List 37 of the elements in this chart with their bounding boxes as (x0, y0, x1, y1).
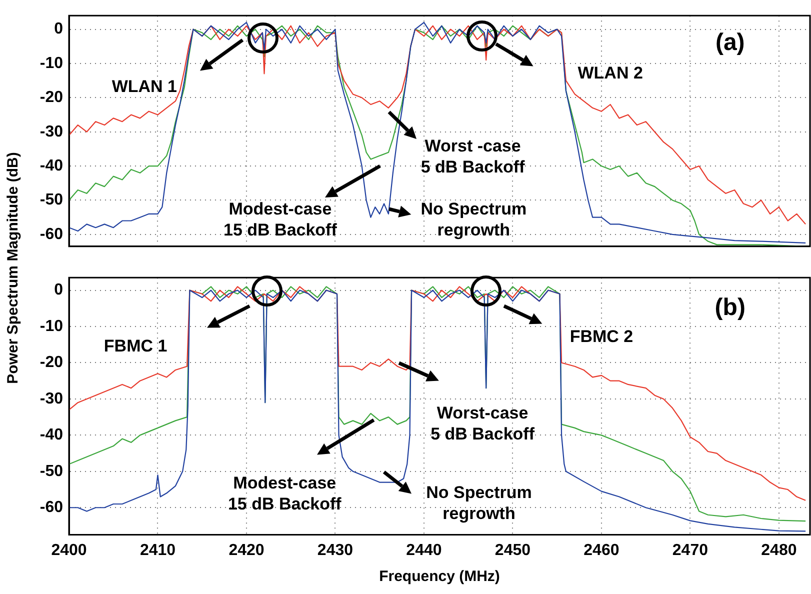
x-tick-label: 2430 (317, 542, 354, 559)
annotation: WLAN 1 (112, 77, 178, 96)
y-tick-label: -60 (40, 226, 64, 243)
y-tick-label: -40 (40, 157, 64, 174)
y-tick-label: -10 (40, 318, 64, 335)
annotation: FBMC 1 (104, 336, 168, 356)
x-tick-label: 2400 (51, 542, 87, 559)
y-tick-label: -40 (40, 426, 64, 444)
y-tick-label: 0 (54, 282, 64, 299)
x-axis-title: Frequency (MHz) (379, 568, 500, 586)
annotation: Worst -case 5 dB Backoff (420, 136, 526, 177)
y-tick-label: -50 (40, 462, 64, 480)
x-tick-label: 2460 (584, 542, 620, 559)
y-tick-label: -30 (40, 390, 64, 408)
y-tick-label: -30 (40, 123, 64, 140)
x-tick-label: 2420 (228, 542, 264, 559)
annotation: No Spectrum regrowth (420, 199, 527, 240)
x-tick-label: 2410 (140, 542, 176, 559)
y-tick-label: -10 (40, 54, 64, 72)
y-axis-title: Power Spectrum Magnitude (dB) (4, 152, 22, 384)
y-tick-label: 0 (54, 20, 64, 38)
y-tick-label: -50 (40, 192, 64, 209)
y-tick-label: -60 (40, 499, 64, 516)
annotation: (a) (715, 28, 745, 56)
annotation: No Spectrum regrowth (426, 483, 532, 524)
x-tick-label: 2480 (761, 542, 797, 559)
annotation: WLAN 2 (578, 63, 643, 82)
x-tick-label: 2440 (406, 542, 442, 559)
annotation: Modest-case 15 dB Backoff (228, 473, 342, 514)
y-tick-label: -20 (40, 89, 64, 106)
annotation: FBMC 2 (570, 327, 634, 346)
y-tick-label: -20 (40, 354, 64, 372)
x-tick-label: 2450 (494, 542, 531, 559)
annotation: Worst-case 5 dB Backoff (430, 404, 535, 444)
annotation: Modest-case 15 dB Backoff (224, 199, 338, 240)
x-tick-label: 2470 (672, 542, 708, 559)
annotation: (b) (714, 294, 746, 322)
